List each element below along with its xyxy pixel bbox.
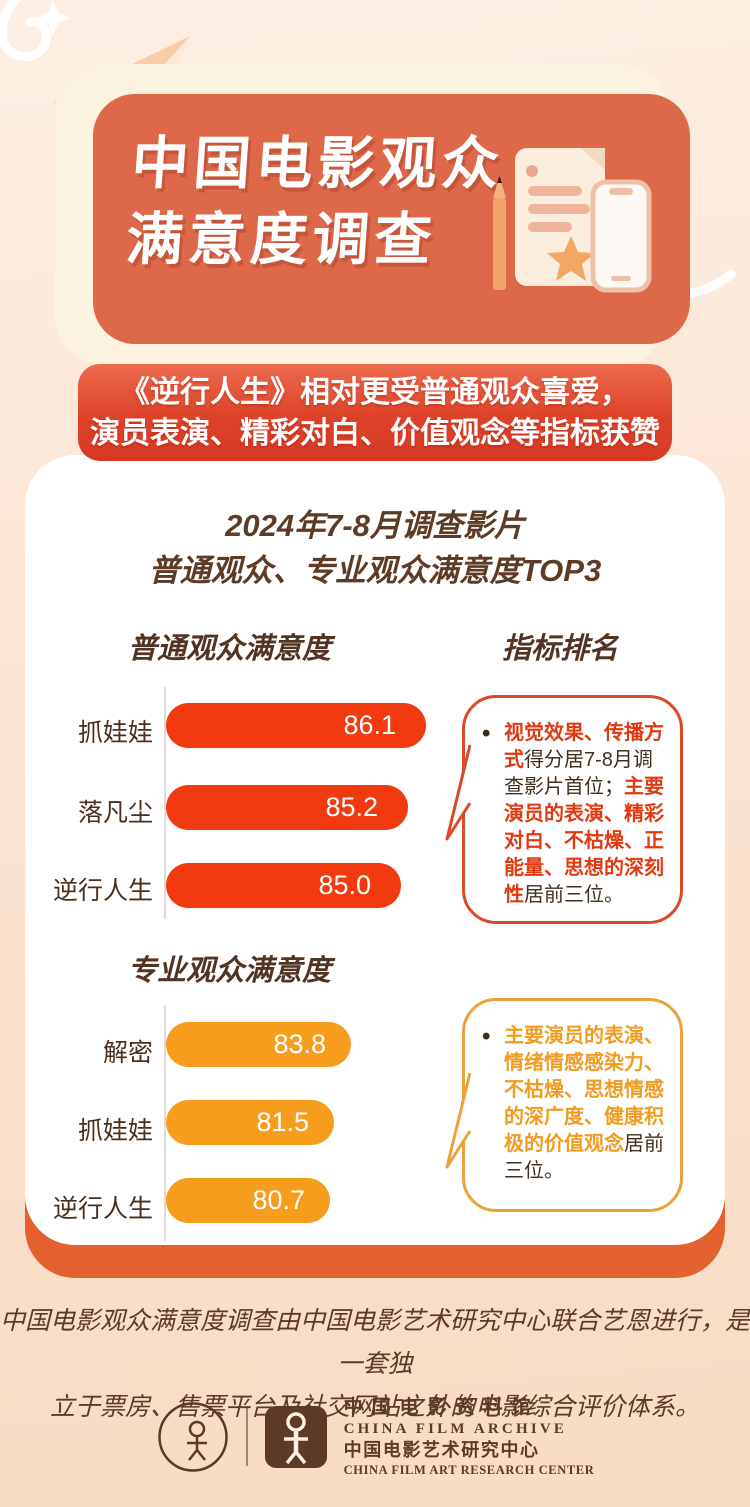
document-fold: [581, 148, 605, 170]
phone-icon: [590, 179, 652, 293]
poster-title-line1: 中国电影观众: [129, 132, 506, 196]
card-title: 2024年7-8月调查影片 普通观众、专业观众满意度TOP3: [25, 503, 725, 593]
chart2-value-3: 80.7: [252, 1185, 305, 1215]
bubble-tail-icon: [445, 744, 471, 841]
stats-card: 2024年7-8月调查影片 普通观众、专业观众满意度TOP3 普通观众满意度 指…: [25, 455, 725, 1245]
chart2-value-2: 81.5: [256, 1107, 309, 1137]
section-heading-professional-audience: 专业观众满意度: [128, 955, 332, 987]
document-line-3: [528, 222, 572, 232]
org-name-cn-research-center: 中国电影艺术研究中心: [343, 1440, 540, 1460]
bubble2-text: 主要演员的表演、情绪情感感染力、不枯燥、思想情感的深广度、健康积极的价值观念居前…: [504, 1025, 664, 1182]
chart2-label-1: 解密: [102, 1039, 153, 1067]
card-title-line2: 普通观众、专业观众满意度TOP3: [148, 553, 602, 588]
headline-line1: 《逆行人生》相对更受普通观众喜爱，: [120, 376, 630, 409]
headline-banner: 《逆行人生》相对更受普通观众喜爱， 演员表演、精彩对白、价值观念等指标获赞: [78, 364, 672, 461]
organization-names: 中国电影资料馆 CHINA FILM ARCHIVE 中国电影艺术研究中心 CH…: [344, 1396, 595, 1478]
chart1-label-3: 逆行人生: [52, 877, 153, 905]
footer-note-line2: 立于票房、售票平台及社交网站之外的电影综合评价体系。: [49, 1393, 700, 1421]
chart2-label-2: 抓娃娃: [77, 1117, 153, 1145]
chart1-value-3: 85.0: [318, 870, 371, 900]
chart2-bar-1: 83.8: [166, 1022, 351, 1067]
chart2-bar-2: 81.5: [166, 1100, 334, 1145]
footer-note-line1: 中国电影观众满意度调查由中国电影艺术研究中心联合艺恩进行，是一套独: [0, 1307, 750, 1378]
plane-trail-curve: [0, 0, 51, 61]
poster-title: 中国电影观众 满意度调查: [124, 126, 507, 278]
phone-home-bar: [611, 276, 631, 281]
star-icon: [547, 236, 595, 281]
document-dot: [526, 165, 538, 177]
chart1-axis-line: [164, 687, 166, 919]
survey-document-illustration: [493, 148, 652, 293]
bubble1-text: 视觉效果、传播方式得分居7-8月调查影片首位；主要演员的表演、精彩对白、不枯燥、…: [504, 722, 664, 906]
bubble2-bullet: •: [482, 1023, 491, 1050]
org-name-en-research-center: CHINA FILM ART RESEARCH CENTER: [343, 1463, 595, 1477]
bubble-tail-icon: [445, 1072, 471, 1169]
chart1-bar-1: 86.1: [166, 703, 426, 748]
chart1-label-2: 落凡尘: [77, 799, 153, 827]
logo-row: 中国电影资料馆 CHINA FILM ARCHIVE 中国电影艺术研究中心 CH…: [0, 1396, 750, 1478]
pencil-body: [493, 198, 506, 290]
document-icon: [515, 148, 605, 286]
chart2-value-1: 83.8: [273, 1029, 326, 1059]
org-name-cn-archive: 中国电影资料馆: [343, 1397, 540, 1418]
header-banner: 中国电影观众 满意度调查: [93, 94, 690, 344]
poster-title-line2: 满意度调查: [124, 208, 439, 272]
chart1-bar-3: 85.0: [166, 863, 401, 908]
chart1-label-1: 抓娃娃: [77, 719, 153, 747]
logo-divider: [245, 1408, 248, 1466]
chart1-value-2: 85.2: [325, 792, 378, 822]
china-film-archive-seal-logo: [157, 1402, 228, 1472]
chart1-value-1: 86.1: [343, 710, 396, 740]
callout-bubble-professional: • 主要演员的表演、情绪情感感染力、不枯燥、思想情感的深广度、健康积极的价值观念…: [445, 998, 683, 1212]
org-name-en-archive: CHINA FILM ARCHIVE: [343, 1421, 568, 1437]
pencil-tip: [493, 176, 506, 198]
section-heading-general-audience: 普通观众满意度: [128, 633, 332, 665]
card-title-line1: 2024年7-8月调查影片: [225, 508, 525, 543]
spark-icon: [35, 0, 71, 36]
pencil-lead: [497, 176, 502, 183]
document-line-1: [528, 186, 582, 196]
chart2-label-3: 逆行人生: [52, 1195, 153, 1223]
bubble1-bullet: •: [482, 720, 491, 747]
callout-bubble-general: • 视觉效果、传播方式得分居7-8月调查影片首位；主要演员的表演、精彩对白、不枯…: [445, 695, 683, 924]
china-film-archive-square-logo: [264, 1406, 327, 1468]
phone-notch: [609, 188, 633, 195]
chart2-bar-3: 80.7: [166, 1178, 330, 1223]
section-heading-indicator-ranking: 指标排名: [502, 633, 619, 665]
chart2-axis-line: [164, 1005, 166, 1241]
document-line-2: [528, 204, 590, 214]
chart1-bar-2: 85.2: [166, 785, 408, 830]
headline-line2: 演员表演、精彩对白、价值观念等指标获赞: [90, 417, 660, 450]
footer-note: 中国电影观众满意度调查由中国电影艺术研究中心联合艺恩进行，是一套独 立于票房、售…: [0, 1300, 750, 1429]
